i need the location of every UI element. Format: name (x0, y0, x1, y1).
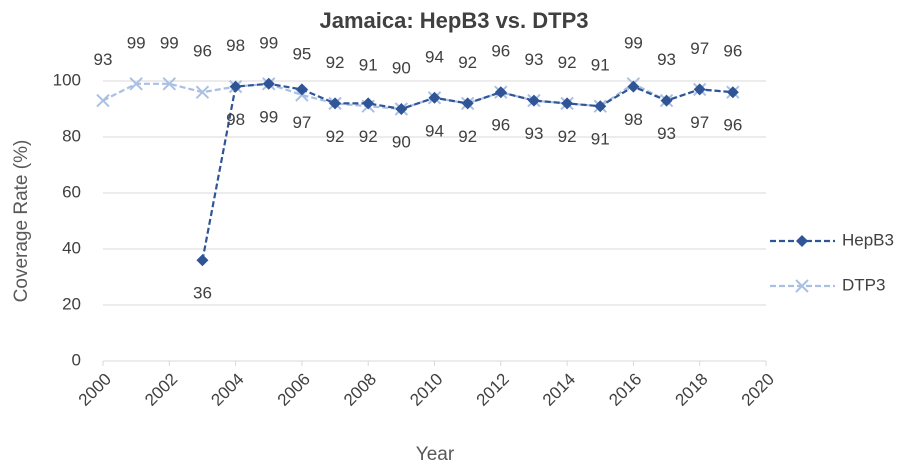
y-tick-label: 0 (72, 350, 81, 369)
data-label: 93 (94, 50, 113, 69)
data-label: 91 (591, 56, 610, 75)
data-label: 91 (591, 130, 610, 149)
data-label: 92 (326, 53, 345, 72)
x-tick-label: 2012 (473, 370, 513, 410)
y-tick-label: 20 (62, 294, 81, 313)
marker (395, 103, 408, 115)
x-tick-label: 2018 (672, 370, 712, 410)
marker (329, 97, 342, 110)
legend-label: HepB3 (842, 230, 894, 249)
y-tick-label: 80 (62, 126, 81, 145)
data-label: 36 (193, 284, 212, 303)
data-label: 98 (226, 36, 245, 55)
y-tick-label: 40 (62, 238, 81, 257)
chart-title: Jamaica: HepB3 vs. DTP3 (319, 8, 588, 33)
series-line (201, 82, 733, 261)
x-axis-title: Year (416, 444, 455, 465)
data-label: 90 (392, 132, 411, 151)
data-label: 92 (359, 127, 378, 146)
legend-marker (796, 235, 808, 247)
data-label: 93 (524, 50, 543, 69)
data-label: 92 (458, 53, 477, 72)
data-label: 96 (491, 42, 510, 61)
x-tick-label: 2016 (605, 370, 645, 410)
marker (660, 94, 673, 107)
x-tick-label: 2020 (738, 370, 778, 410)
data-label: 91 (359, 56, 378, 75)
marker (162, 77, 177, 91)
data-label: 93 (657, 124, 676, 143)
marker (428, 91, 441, 104)
data-label: 98 (226, 110, 245, 129)
data-label: 99 (259, 33, 278, 52)
marker (196, 254, 209, 267)
data-label: 97 (690, 39, 709, 58)
x-tick-label: 2000 (75, 370, 115, 410)
marker (461, 97, 474, 110)
data-label: 96 (491, 116, 510, 135)
x-tick-label: 2006 (274, 370, 314, 410)
y-axis-title: Coverage Rate (%) (11, 140, 32, 303)
marker (726, 86, 739, 99)
x-tick-label: 2008 (340, 370, 380, 410)
data-label: 93 (524, 124, 543, 143)
data-label: 99 (624, 33, 643, 52)
marker (295, 83, 308, 96)
data-label: 94 (425, 47, 444, 66)
legend-label: DTP3 (842, 275, 885, 294)
marker (627, 80, 640, 93)
marker (693, 83, 706, 96)
data-label: 96 (723, 116, 742, 135)
data-label: 97 (292, 113, 311, 132)
data-label: 99 (160, 33, 179, 52)
data-label: 92 (458, 127, 477, 146)
x-tick-label: 2002 (141, 370, 181, 410)
data-label: 98 (624, 110, 643, 129)
marker (527, 94, 540, 107)
x-tick-label: 2004 (207, 370, 247, 410)
y-tick-label: 60 (62, 182, 81, 201)
data-label: 90 (392, 58, 411, 77)
marker (96, 93, 110, 108)
data-label: 95 (292, 44, 311, 63)
marker (195, 85, 210, 99)
data-label: 92 (326, 127, 345, 146)
marker (262, 77, 275, 90)
data-label: 93 (657, 50, 676, 69)
legend-marker (795, 279, 809, 293)
data-label: 94 (425, 121, 444, 140)
marker (494, 86, 507, 99)
marker (129, 77, 143, 91)
x-tick-label: 2010 (406, 370, 446, 410)
marker (594, 100, 607, 113)
data-label: 99 (259, 107, 278, 126)
data-label: 96 (193, 42, 212, 61)
data-label: 97 (690, 113, 709, 132)
data-label: 92 (558, 127, 577, 146)
data-label: 92 (558, 53, 577, 72)
marker (561, 97, 574, 110)
x-tick-label: 2014 (539, 370, 579, 410)
data-label: 96 (723, 42, 742, 61)
marker (229, 80, 242, 93)
y-tick-label: 100 (53, 70, 81, 89)
marker (362, 97, 375, 110)
data-label: 99 (127, 33, 146, 52)
